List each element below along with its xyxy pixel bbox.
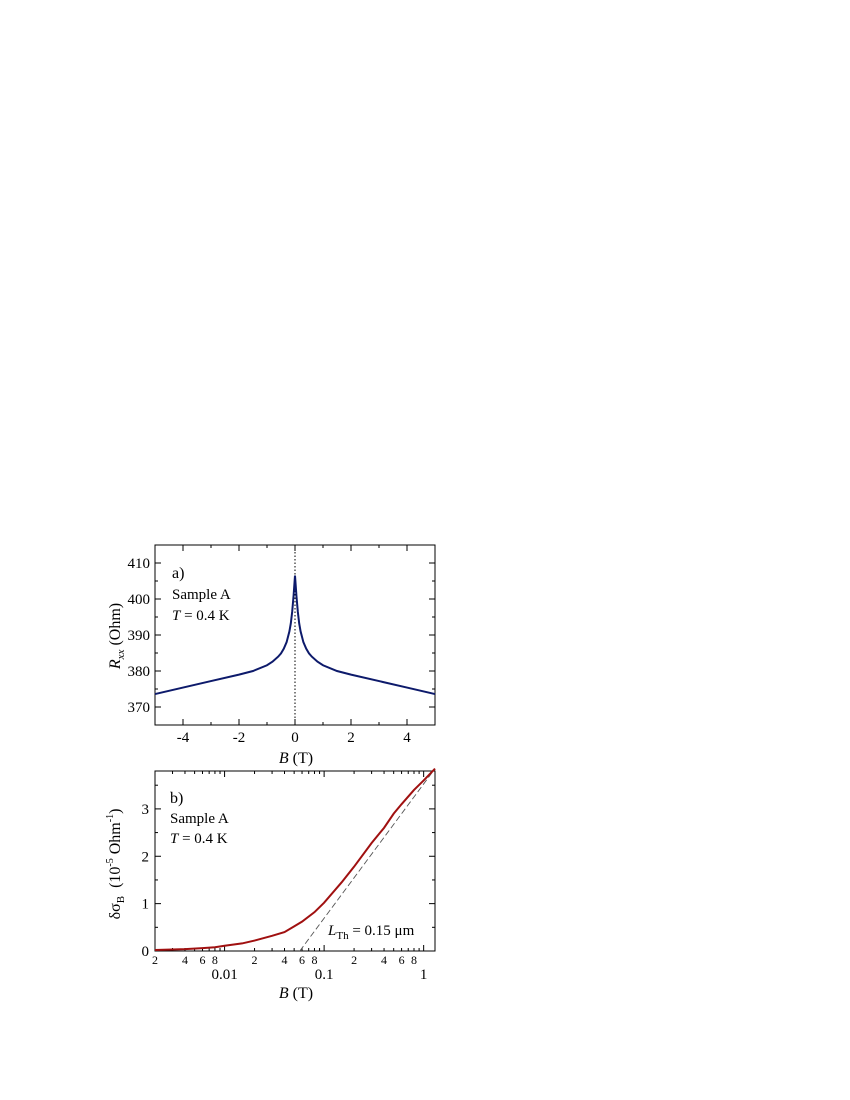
panel-b-y-tick-label: 0 — [142, 944, 150, 960]
panel-b-y-tick-label: 2 — [142, 849, 150, 865]
panel-b-x-minor-tick-label: 6 — [299, 953, 305, 967]
panel-a-temperature-annotation: T = 0.4 K — [172, 608, 230, 624]
panel-a-x-tick-label: -2 — [233, 730, 246, 746]
panel-a-tick-labels: -4 -2 0 2 4 370 380 390 400 410 — [128, 556, 412, 746]
panel-b-fit-line — [299, 768, 436, 952]
panel-b-x-minor-tick-label: 4 — [381, 953, 387, 967]
panel-a-x-axis-title: B (T) — [279, 750, 313, 767]
panel-b-y-tick-label: 3 — [142, 802, 150, 818]
panel-a-x-tick-label: 0 — [291, 730, 299, 746]
panel-a-chart: -4 -2 0 2 4 370 380 390 400 410 a) Sample A T = 0… — [107, 544, 436, 767]
panel-a-y-tick-label: 380 — [128, 664, 151, 680]
panel-b-x-tick-label: 0.01 — [211, 967, 237, 983]
panel-b-thermal-length-annotation: LTh = 0.15 μm — [327, 923, 415, 942]
panel-a-label: a) — [172, 565, 184, 582]
panel-b-temperature-annotation: T = 0.4 K — [170, 831, 228, 847]
panel-a-y-tick-label: 370 — [128, 700, 151, 716]
panel-b-y-tick-label: 1 — [142, 897, 150, 913]
panel-a-series-line — [154, 575, 436, 696]
panel-b-sample-annotation: Sample A — [170, 811, 229, 827]
panel-b-label: b) — [170, 790, 183, 807]
panel-b-plot-frame — [154, 770, 436, 952]
panel-b-series-line — [154, 767, 436, 952]
panel-b-x-axis-title: B (T) — [279, 985, 313, 1002]
panel-b-x-minor-tick-label: 6 — [399, 953, 405, 967]
panel-a-plot-frame — [154, 544, 436, 726]
panel-a-y-tick-label: 410 — [128, 556, 151, 572]
panel-a-x-tick-label: 4 — [403, 730, 411, 746]
panel-a-y-tick-label: 390 — [128, 628, 151, 644]
panel-a-y-axis-title: Rxx (Ohm) — [107, 603, 127, 670]
panel-b-x-minor-tick-label: 2 — [252, 953, 258, 967]
panel-b-y-axis-title: δσB(10-5 Ohm-1) — [105, 809, 127, 920]
panel-a-x-tick-label: 2 — [347, 730, 355, 746]
panel-b-x-minor-tick-label: 8 — [411, 953, 417, 967]
panel-b-x-tick-label: 0.1 — [315, 967, 334, 983]
panel-a-sample-annotation: Sample A — [172, 587, 231, 603]
panel-a-x-tick-label: -4 — [177, 730, 190, 746]
panel-b-x-minor-tick-label: 8 — [311, 953, 317, 967]
panel-b-x-minor-tick-label: 8 — [212, 953, 218, 967]
panel-b-x-minor-tick-label: 6 — [199, 953, 205, 967]
panel-a-ticks — [154, 545, 436, 725]
panel-b-x-minor-tick-label: 4 — [182, 953, 188, 967]
panel-b-x-minor-tick-label: 4 — [282, 953, 288, 967]
panel-b-x-minor-tick-label: 2 — [351, 953, 357, 967]
panel-b-x-minor-tick-label: 2 — [152, 953, 158, 967]
panel-b-x-tick-label: 1 — [420, 967, 428, 983]
panel-a-y-tick-label: 400 — [128, 592, 151, 608]
